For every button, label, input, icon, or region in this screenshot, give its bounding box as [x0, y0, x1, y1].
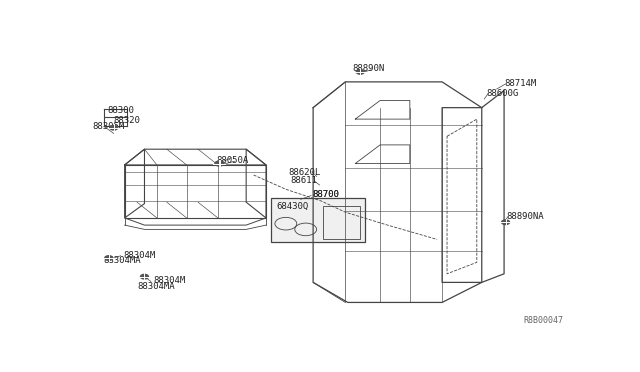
Text: 88700: 88700 [312, 190, 339, 199]
Text: 88611: 88611 [291, 176, 317, 185]
Text: 88304MA: 88304MA [137, 282, 175, 291]
Text: 88305M: 88305M [92, 122, 125, 131]
Text: 88700: 88700 [312, 190, 339, 199]
Text: R8B00047: R8B00047 [524, 316, 564, 326]
Text: 68430Q: 68430Q [276, 202, 308, 211]
Text: 88300: 88300 [108, 106, 134, 115]
Circle shape [356, 70, 364, 74]
Text: 88714M: 88714M [504, 79, 536, 88]
Circle shape [502, 220, 509, 225]
Text: 88890NA: 88890NA [507, 212, 544, 221]
Text: 88304M: 88304M [124, 251, 156, 260]
Circle shape [105, 256, 113, 260]
Text: 88620L: 88620L [288, 168, 321, 177]
Text: 88304MA: 88304MA [104, 256, 141, 265]
Text: 88890N: 88890N [353, 64, 385, 74]
Bar [271, 198, 365, 242]
Circle shape [216, 161, 224, 166]
Text: 88304M: 88304M [154, 276, 186, 285]
Circle shape [141, 275, 148, 279]
Text: 88600G: 88600G [486, 89, 519, 98]
Text: 88050A: 88050A [216, 156, 249, 165]
Circle shape [215, 161, 223, 166]
Circle shape [110, 125, 118, 130]
Text: 88320: 88320 [114, 116, 141, 125]
